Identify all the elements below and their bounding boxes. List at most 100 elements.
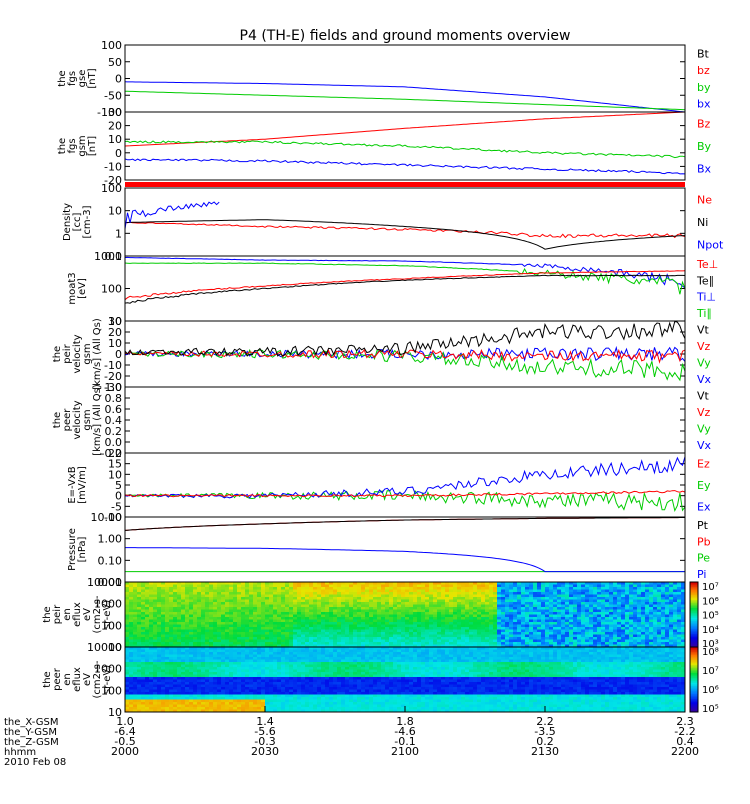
electron-spectrogram-cell <box>177 665 181 668</box>
ion-spectrogram-cell <box>181 610 185 613</box>
ion-spectrogram-cell <box>213 602 217 605</box>
ion-spectrogram-cell <box>257 607 261 610</box>
ion-spectrogram-cell <box>277 597 281 600</box>
ion-spectrogram-cell <box>185 602 189 605</box>
electron-spectrogram-cell <box>229 652 233 655</box>
ion-spectrogram-cell <box>369 587 373 590</box>
electron-spectrogram-cell <box>129 685 133 688</box>
ion-spectrogram-cell <box>245 595 249 598</box>
ion-spectrogram-cell <box>545 605 549 608</box>
electron-spectrogram-cell <box>185 685 189 688</box>
ion-spectrogram-cell <box>649 635 653 638</box>
ion-spectrogram-cell <box>573 605 577 608</box>
ion-spectrogram-cell <box>645 607 649 610</box>
ion-spectrogram-cell <box>401 627 405 630</box>
ion-spectrogram-cell <box>625 590 629 593</box>
ion-spectrogram-cell <box>505 597 509 600</box>
ion-spectrogram-cell <box>485 642 489 645</box>
electron-spectrogram-cell <box>141 662 145 665</box>
ion-spectrogram-cell <box>145 625 149 628</box>
ion-spectrogram-cell <box>173 595 177 598</box>
ion-spectrogram-cell <box>497 640 501 643</box>
electron-spectrogram-cell <box>173 655 177 658</box>
ion-spectrogram-cell <box>601 600 605 603</box>
ion-spectrogram-cell <box>329 625 333 628</box>
electron-spectrogram-cell <box>265 707 269 710</box>
ion-spectrogram-cell <box>593 600 597 603</box>
electron-spectrogram-cell <box>173 650 177 653</box>
electron-spectrogram-cell <box>273 692 277 695</box>
electron-spectrogram-cell <box>173 687 177 690</box>
electron-spectrogram-cell <box>221 665 225 668</box>
ion-spectrogram-cell <box>433 622 437 625</box>
ion-spectrogram-cell <box>517 615 521 618</box>
electron-spectrogram-cell <box>149 695 153 698</box>
ion-spectrogram-cell <box>497 635 501 638</box>
ion-spectrogram-cell <box>545 602 549 605</box>
electron-spectrogram-cell <box>245 677 249 680</box>
ion-spectrogram-cell <box>285 617 289 620</box>
electron-spectrogram-cell <box>157 675 161 678</box>
ion-spectrogram-cell <box>149 627 153 630</box>
ion-spectrogram-cell <box>661 607 665 610</box>
ion-spectrogram-cell <box>533 585 537 588</box>
ion-spectrogram-cell <box>413 612 417 615</box>
electron-spectrogram-cell <box>221 662 225 665</box>
ion-spectrogram-cell <box>505 637 509 640</box>
electron-spectrogram-cell <box>205 705 209 708</box>
ion-spectrogram-cell <box>189 617 193 620</box>
electron-spectrogram-cell <box>193 687 197 690</box>
ion-spectrogram-cell <box>409 627 413 630</box>
ion-spectrogram-cell <box>153 600 157 603</box>
ion-spectrogram-cell <box>545 640 549 643</box>
ion-spectrogram-cell <box>501 605 505 608</box>
ion-spectrogram-cell <box>453 602 457 605</box>
ion-spectrogram-cell <box>509 642 513 645</box>
electron-spectrogram-cell <box>221 657 225 660</box>
electron-spectrogram-cell <box>193 665 197 668</box>
ion-spectrogram-cell <box>141 610 145 613</box>
ion-spectrogram-cell <box>417 610 421 613</box>
electron-spectrogram-cell <box>181 682 185 685</box>
electron-spectrogram-cell <box>257 655 261 658</box>
electron-spectrogram-cell <box>261 702 265 705</box>
electron-spectrogram-cell <box>173 677 177 680</box>
ion-spectrogram-cell <box>429 605 433 608</box>
ion-spectrogram-cell <box>589 640 593 643</box>
ion-spectrogram-cell <box>241 615 245 618</box>
ion-spectrogram-cell <box>261 627 265 630</box>
ion-spectrogram-cell <box>477 615 481 618</box>
ion-spectrogram-cell <box>657 595 661 598</box>
ion-spectrogram-cell <box>213 615 217 618</box>
electron-spectrogram-cell <box>265 677 269 680</box>
electron-spectrogram-cell <box>269 665 273 668</box>
ion-spectrogram-cell <box>489 615 493 618</box>
y-axis-label: moat3[eV] <box>67 272 88 304</box>
electron-spectrogram-cell <box>201 667 205 670</box>
electron-spectrogram-cell <box>137 657 141 660</box>
electron-spectrogram-cell <box>217 700 221 703</box>
ion-spectrogram-cell <box>365 602 369 605</box>
ion-spectrogram-cell <box>397 625 401 628</box>
ion-spectrogram-cell <box>661 597 665 600</box>
ion-spectrogram-cell <box>585 585 589 588</box>
ion-spectrogram-cell <box>661 627 665 630</box>
y-tick-label: 50 <box>108 56 122 69</box>
electron-spectrogram-cell <box>145 697 149 700</box>
electron-spectrogram-cell <box>173 695 177 698</box>
electron-spectrogram-cell <box>221 697 225 700</box>
ion-spectrogram-cell <box>449 637 453 640</box>
ion-spectrogram-cell <box>149 635 153 638</box>
ion-spectrogram-cell <box>581 597 585 600</box>
ion-spectrogram-cell <box>509 635 513 638</box>
ion-spectrogram-cell <box>149 630 153 633</box>
ion-spectrogram-cell <box>309 592 313 595</box>
ion-spectrogram-cell <box>489 600 493 603</box>
ion-spectrogram-cell <box>165 620 169 623</box>
ion-spectrogram-cell <box>481 597 485 600</box>
ion-spectrogram-cell <box>345 587 349 590</box>
ion-spectrogram-cell <box>181 640 185 643</box>
ion-spectrogram-cell <box>425 632 429 635</box>
ion-spectrogram-cell <box>369 627 373 630</box>
ion-spectrogram-cell <box>397 597 401 600</box>
